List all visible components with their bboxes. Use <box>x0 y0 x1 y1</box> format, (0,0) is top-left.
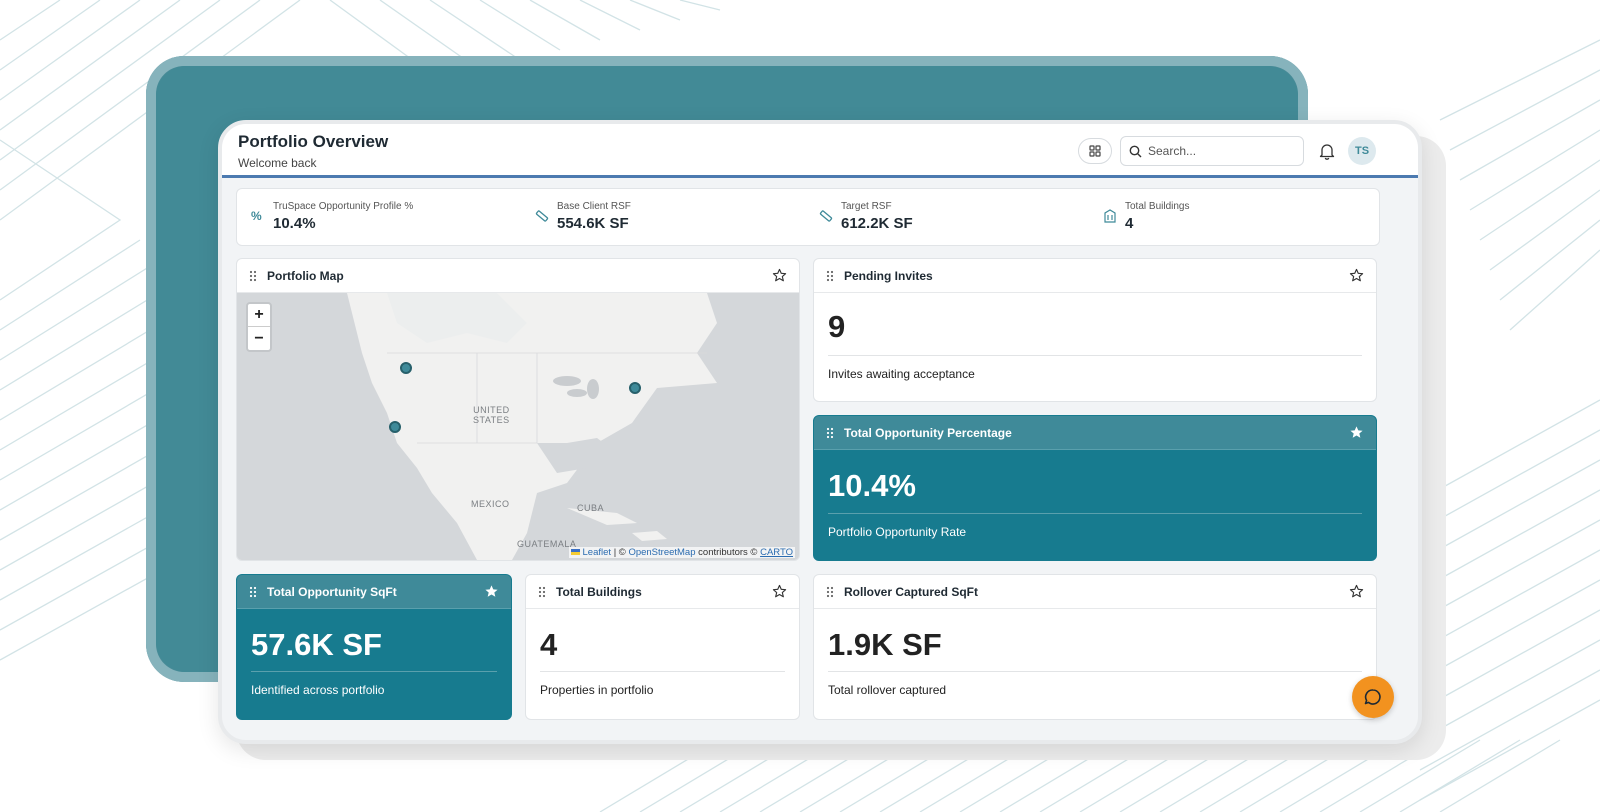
star-outline-icon[interactable] <box>1349 268 1364 283</box>
card-header: Rollover Captured SqFt <box>814 575 1376 609</box>
map-marker[interactable] <box>389 421 401 433</box>
ukraine-flag-icon <box>570 549 580 556</box>
attribution-separator: | © <box>613 547 626 558</box>
star-filled-icon[interactable] <box>1349 425 1364 440</box>
total-buildings-card: Total Buildings 4 Properties in portfoli… <box>525 574 800 720</box>
card-description: Portfolio Opportunity Rate <box>828 525 967 539</box>
star-filled-icon[interactable] <box>484 584 499 599</box>
metric-label: Total Buildings <box>1125 201 1190 212</box>
map-tiles <box>237 293 799 560</box>
card-description: Total rollover captured <box>828 683 947 697</box>
leaflet-link[interactable]: Leaflet <box>582 547 612 558</box>
metric-value: 10.4% <box>273 215 316 232</box>
page-title: Portfolio Overview <box>238 132 389 151</box>
metric-value: 554.6K SF <box>557 215 629 232</box>
map-marker[interactable] <box>629 382 641 394</box>
card-description: Properties in portfolio <box>540 683 654 697</box>
map-label-us: UNITED STATES <box>473 405 510 425</box>
divider <box>251 671 497 672</box>
percent-icon: % <box>251 209 262 223</box>
card-title: Total Buildings <box>556 585 642 599</box>
metric-value: 612.2K SF <box>841 215 913 232</box>
divider <box>828 355 1362 356</box>
drag-handle-icon[interactable] <box>826 427 834 439</box>
attribution-contributors: contributors © <box>698 547 758 558</box>
bell-icon <box>1319 143 1335 160</box>
card-value: 4 <box>540 627 558 662</box>
openstreetmap-link[interactable]: OpenStreetMap <box>628 547 696 558</box>
card-value: 9 <box>828 309 846 344</box>
chat-button[interactable] <box>1352 676 1394 718</box>
star-outline-icon[interactable] <box>772 584 787 599</box>
divider <box>540 671 785 672</box>
app-window: Portfolio Overview Welcome back TS % Tru… <box>218 120 1422 744</box>
card-header: Portfolio Map <box>237 259 799 293</box>
user-avatar[interactable]: TS <box>1348 137 1376 165</box>
map-label-cuba: CUBA <box>577 503 605 513</box>
map-attribution: Leaflet | © OpenStreetMap contributors ©… <box>568 547 795 558</box>
card-description: Identified across portfolio <box>251 683 385 697</box>
card-header: Total Opportunity SqFt <box>237 575 511 609</box>
card-value: 10.4% <box>828 468 916 503</box>
drag-handle-icon[interactable] <box>249 586 257 598</box>
zoom-out-button[interactable]: − <box>254 329 264 347</box>
card-header: Total Opportunity Percentage <box>814 416 1376 450</box>
map-label-guatemala: GUATEMALA <box>517 539 577 549</box>
drag-handle-icon[interactable] <box>826 270 834 282</box>
drag-handle-icon[interactable] <box>826 586 834 598</box>
map-view[interactable]: + − UNITED STATES MEXICO CUBA GUATEMALA … <box>237 293 799 560</box>
drag-handle-icon[interactable] <box>538 586 546 598</box>
card-title: Rollover Captured SqFt <box>844 585 979 599</box>
ruler-icon <box>535 210 549 222</box>
metric-value: 4 <box>1125 215 1134 232</box>
search-input[interactable] <box>1148 144 1298 158</box>
drag-handle-icon[interactable] <box>249 270 257 282</box>
card-value: 1.9K SF <box>828 627 942 662</box>
total-opportunity-sqft-card: Total Opportunity SqFt 57.6K SF Identifi… <box>236 574 512 720</box>
zoom-control: + − <box>246 302 272 352</box>
map-label-mexico: MEXICO <box>471 499 510 509</box>
card-header: Total Buildings <box>526 575 799 609</box>
card-description: Invites awaiting acceptance <box>828 367 975 381</box>
card-value: 57.6K SF <box>251 627 382 662</box>
metric-label: TruSpace Opportunity Profile % <box>273 201 414 212</box>
card-title: Total Opportunity SqFt <box>267 585 397 599</box>
map-marker[interactable] <box>400 362 412 374</box>
rollover-captured-card: Rollover Captured SqFt 1.9K SF Total rol… <box>813 574 1377 720</box>
carto-link[interactable]: CARTO <box>760 547 793 558</box>
metric-label: Base Client RSF <box>557 201 631 212</box>
chat-bubble-icon <box>1364 689 1381 705</box>
search-icon <box>1129 145 1142 157</box>
card-title: Pending Invites <box>844 269 933 283</box>
star-outline-icon[interactable] <box>772 268 787 283</box>
building-icon <box>1104 209 1116 223</box>
ruler-icon <box>819 210 833 222</box>
card-title: Portfolio Map <box>267 269 344 283</box>
card-header: Pending Invites <box>814 259 1376 293</box>
notifications-button[interactable] <box>1316 140 1338 162</box>
top-bar: Portfolio Overview Welcome back TS <box>222 124 1418 178</box>
portfolio-map-card: Portfolio Map + − UNITED STATES ME <box>236 258 800 561</box>
metric-label: Target RSF <box>841 201 892 212</box>
apps-grid-button[interactable] <box>1078 138 1112 164</box>
zoom-in-button[interactable]: + <box>248 304 270 327</box>
card-title: Total Opportunity Percentage <box>844 426 1012 440</box>
total-opportunity-percentage-card: Total Opportunity Percentage 10.4% Portf… <box>813 415 1377 561</box>
grid-icon <box>1089 145 1101 157</box>
star-outline-icon[interactable] <box>1349 584 1364 599</box>
page-subtitle: Welcome back <box>238 156 317 170</box>
divider <box>828 671 1362 672</box>
pending-invites-card: Pending Invites 9 Invites awaiting accep… <box>813 258 1377 402</box>
search-box[interactable] <box>1120 136 1304 166</box>
metrics-strip: % TruSpace Opportunity Profile % 10.4% B… <box>236 188 1380 246</box>
divider <box>828 513 1362 514</box>
